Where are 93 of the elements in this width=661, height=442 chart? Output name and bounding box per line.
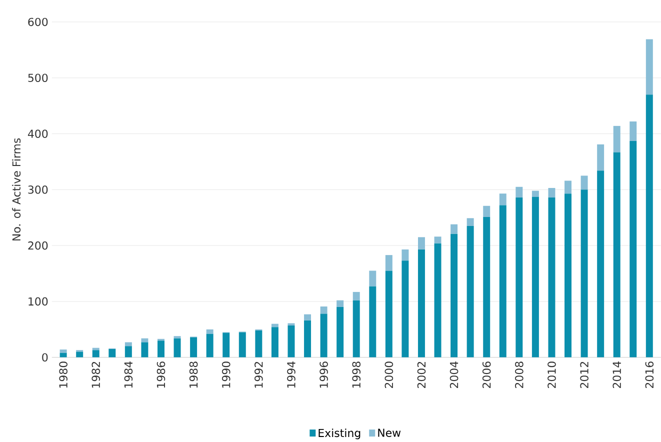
bar	[418, 236, 425, 250]
bar	[255, 330, 262, 358]
bar	[206, 329, 214, 334]
bar	[369, 286, 376, 358]
bar	[320, 314, 328, 358]
bar	[141, 342, 148, 358]
bar	[304, 320, 312, 358]
y-tick-label: 400	[28, 129, 48, 138]
bar	[336, 306, 344, 358]
x-tick-label: 1984	[124, 361, 133, 388]
bar	[466, 226, 474, 358]
bar	[580, 189, 588, 358]
y-tick-label: 200	[28, 241, 48, 250]
legend-label: Existing	[318, 428, 360, 440]
bar	[613, 126, 620, 152]
bar	[320, 306, 328, 314]
bar	[402, 260, 409, 358]
bar	[646, 94, 653, 358]
x-tick-label: 2000	[384, 361, 394, 388]
bar	[124, 346, 132, 358]
bar	[564, 180, 572, 194]
x-tick-label: 2006	[482, 361, 491, 388]
y-tick-label: 600	[28, 18, 48, 26]
bar	[516, 197, 523, 358]
bar	[174, 336, 181, 338]
bar	[402, 249, 409, 260]
bar	[434, 243, 442, 358]
bar	[532, 196, 539, 358]
bar	[646, 39, 653, 94]
bar	[108, 348, 116, 358]
bar	[124, 342, 132, 346]
x-tick-label: 1994	[287, 361, 296, 388]
x-tick-label: 2004	[450, 361, 458, 388]
legend-label: New	[378, 428, 401, 437]
bar	[532, 190, 539, 197]
bar	[630, 121, 637, 141]
bar	[499, 193, 506, 206]
x-tick-label: 1998	[352, 361, 361, 388]
bar	[499, 205, 506, 358]
y-tick-label: 100	[28, 297, 48, 306]
x-tick-label: 2010	[548, 361, 556, 388]
bar	[597, 170, 604, 358]
bar	[548, 188, 556, 198]
x-tick-label: 1996	[320, 361, 328, 388]
bar	[60, 352, 67, 358]
bar	[238, 332, 246, 358]
x-tick-label: 1988	[189, 361, 198, 388]
bar	[174, 338, 181, 358]
bar	[580, 175, 588, 190]
bar	[434, 236, 442, 244]
y-axis-title: No. of Active Firms	[12, 138, 21, 240]
x-tick-label: 2008	[515, 361, 524, 388]
bar	[385, 254, 392, 270]
bar	[369, 270, 376, 286]
x-tick-label: 2002	[417, 362, 426, 388]
x-tick-label: 2014	[612, 361, 622, 388]
bar	[483, 216, 490, 358]
bar	[483, 206, 490, 217]
x-tick-label: 2016	[645, 361, 654, 388]
bar	[141, 338, 148, 342]
bar	[271, 326, 278, 358]
x-tick-label: 1992	[254, 362, 263, 388]
bar	[222, 332, 230, 358]
bar	[92, 350, 100, 358]
bar	[336, 300, 344, 307]
bar	[190, 337, 198, 358]
bar	[206, 334, 214, 358]
x-tick-label: 1990	[222, 361, 230, 388]
y-tick-label: 300	[28, 185, 48, 194]
bar	[76, 352, 84, 358]
x-tick-label: 2012	[580, 362, 588, 388]
bar	[597, 144, 604, 170]
bar	[516, 186, 523, 198]
y-tick-label: 500	[28, 73, 48, 82]
x-tick-label: 1986	[156, 361, 166, 388]
y-tick-label: 0	[42, 352, 48, 362]
bar	[288, 325, 295, 358]
bar	[304, 314, 312, 320]
bar	[418, 249, 425, 358]
bar	[466, 218, 474, 226]
bar	[630, 140, 637, 358]
x-tick-label: 1980	[59, 361, 68, 388]
bar	[352, 300, 360, 358]
bar	[385, 270, 392, 358]
bar	[158, 340, 164, 358]
bar	[613, 152, 620, 358]
x-tick-label: 1982	[92, 362, 100, 388]
bar	[352, 292, 360, 300]
bar	[60, 349, 67, 353]
bar	[450, 234, 458, 358]
bar	[564, 193, 572, 358]
bar	[548, 197, 556, 358]
bar	[450, 224, 458, 234]
